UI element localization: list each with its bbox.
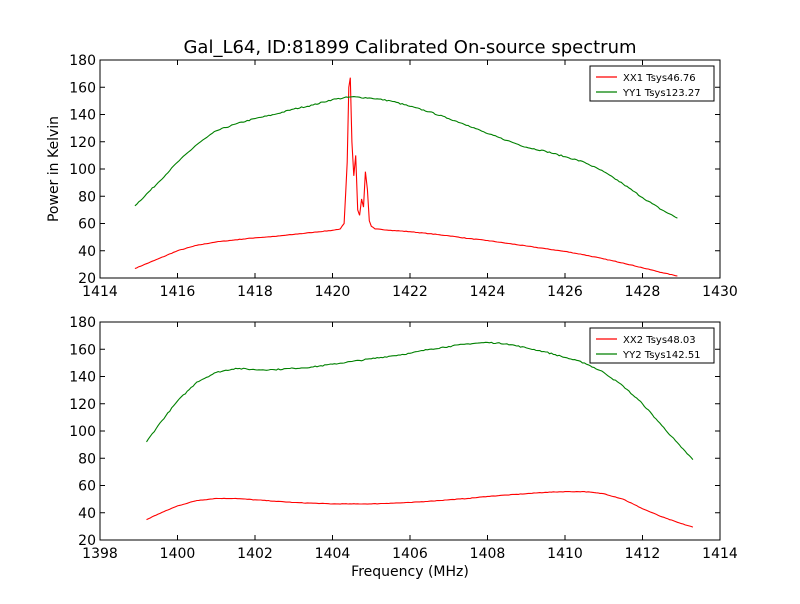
bottom-x-tick-label: 1398 bbox=[82, 546, 118, 562]
figure-title: Gal_L64, ID:81899 Calibrated On-source s… bbox=[183, 37, 636, 58]
top-x-tick-label: 1422 bbox=[392, 284, 428, 300]
top-x-tick-label: 1418 bbox=[237, 284, 273, 300]
bottom-x-tick-label: 1406 bbox=[392, 546, 428, 562]
bottom-y-tick-label: 160 bbox=[69, 342, 96, 358]
top-series-layer bbox=[134, 77, 678, 277]
bottom-legend: XX2 Tsys48.03 YY2 Tsys142.51 bbox=[589, 327, 715, 364]
top-y-tick-label: 40 bbox=[78, 244, 96, 260]
bottom-x-tick-label: 1402 bbox=[237, 546, 273, 562]
top-y-tick-label: 160 bbox=[69, 80, 96, 96]
bottom-series-2-line bbox=[146, 341, 694, 460]
top-series-1-line bbox=[134, 77, 678, 277]
bottom-legend-label-1: XX2 Tsys48.03 bbox=[623, 335, 696, 346]
bottom-x-tick-label: 1412 bbox=[625, 546, 661, 562]
top-ticks-layer: 1414 1416 1418 1420 1422 1424 1426 1428 1430 20 40… bbox=[69, 53, 738, 300]
bottom-spectrum-panel: 1398 1400 1402 1404 1406 1408 1410 1412 1414 20 40… bbox=[69, 315, 738, 580]
top-y-tick-label: 100 bbox=[69, 162, 96, 178]
bottom-y-tick-label: 20 bbox=[78, 533, 96, 549]
top-x-tick-label: 1424 bbox=[470, 284, 506, 300]
top-legend-label-1: XX1 Tsys46.76 bbox=[623, 73, 696, 84]
top-series-2-line bbox=[134, 96, 678, 219]
top-x-tick-label: 1414 bbox=[82, 284, 118, 300]
top-x-tick-label: 1426 bbox=[547, 284, 583, 300]
top-spectrum-panel: 1414 1416 1418 1420 1422 1424 1426 1428 1430 20 40… bbox=[46, 53, 738, 300]
bottom-y-tick-label: 120 bbox=[69, 397, 96, 413]
top-y-tick-label: 20 bbox=[78, 271, 96, 287]
bottom-legend-label-2: YY2 Tsys142.51 bbox=[622, 350, 701, 361]
bottom-x-tick-label: 1414 bbox=[702, 546, 738, 562]
bottom-y-tick-label: 80 bbox=[78, 451, 96, 467]
bottom-legend-box bbox=[589, 327, 715, 364]
top-y-tick-label: 120 bbox=[69, 135, 96, 151]
bottom-y-tick-label: 100 bbox=[69, 424, 96, 440]
bottom-series-1-line bbox=[146, 490, 694, 528]
bottom-y-tick-label: 60 bbox=[78, 479, 96, 495]
bottom-x-tick-label: 1404 bbox=[315, 546, 351, 562]
top-legend-label-2: YY1 Tsys123.27 bbox=[622, 88, 701, 99]
bottom-y-tick-label: 140 bbox=[69, 370, 96, 386]
bottom-x-tick-label: 1410 bbox=[547, 546, 583, 562]
top-y-tick-label: 60 bbox=[78, 217, 96, 233]
bottom-ticks-layer: 1398 1400 1402 1404 1406 1408 1410 1412 1414 20 40… bbox=[69, 315, 738, 562]
top-x-tick-label: 1430 bbox=[702, 284, 738, 300]
top-x-tick-label: 1420 bbox=[315, 284, 351, 300]
bottom-x-tick-label: 1400 bbox=[160, 546, 196, 562]
bottom-y-tick-label: 40 bbox=[78, 506, 96, 522]
top-legend: XX1 Tsys46.76 YY1 Tsys123.27 bbox=[589, 65, 715, 102]
bottom-y-tick-label: 180 bbox=[69, 315, 96, 331]
top-legend-box bbox=[589, 65, 715, 102]
top-y-tick-label: 180 bbox=[69, 53, 96, 69]
top-x-tick-label: 1428 bbox=[625, 284, 661, 300]
bottom-series-layer bbox=[146, 341, 694, 528]
top-x-tick-label: 1416 bbox=[160, 284, 196, 300]
bottom-x-axis-label: Frequency (MHz) bbox=[351, 564, 469, 580]
top-y-axis-label: Power in Kelvin bbox=[46, 116, 62, 222]
top-y-tick-label: 80 bbox=[78, 189, 96, 205]
bottom-x-tick-label: 1408 bbox=[470, 546, 506, 562]
top-y-tick-label: 140 bbox=[69, 108, 96, 124]
